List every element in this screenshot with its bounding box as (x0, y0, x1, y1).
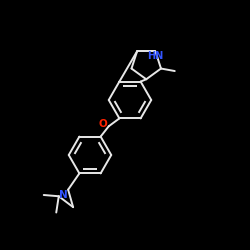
Text: HN: HN (148, 51, 164, 61)
Text: O: O (99, 119, 108, 129)
Text: N: N (59, 190, 68, 200)
